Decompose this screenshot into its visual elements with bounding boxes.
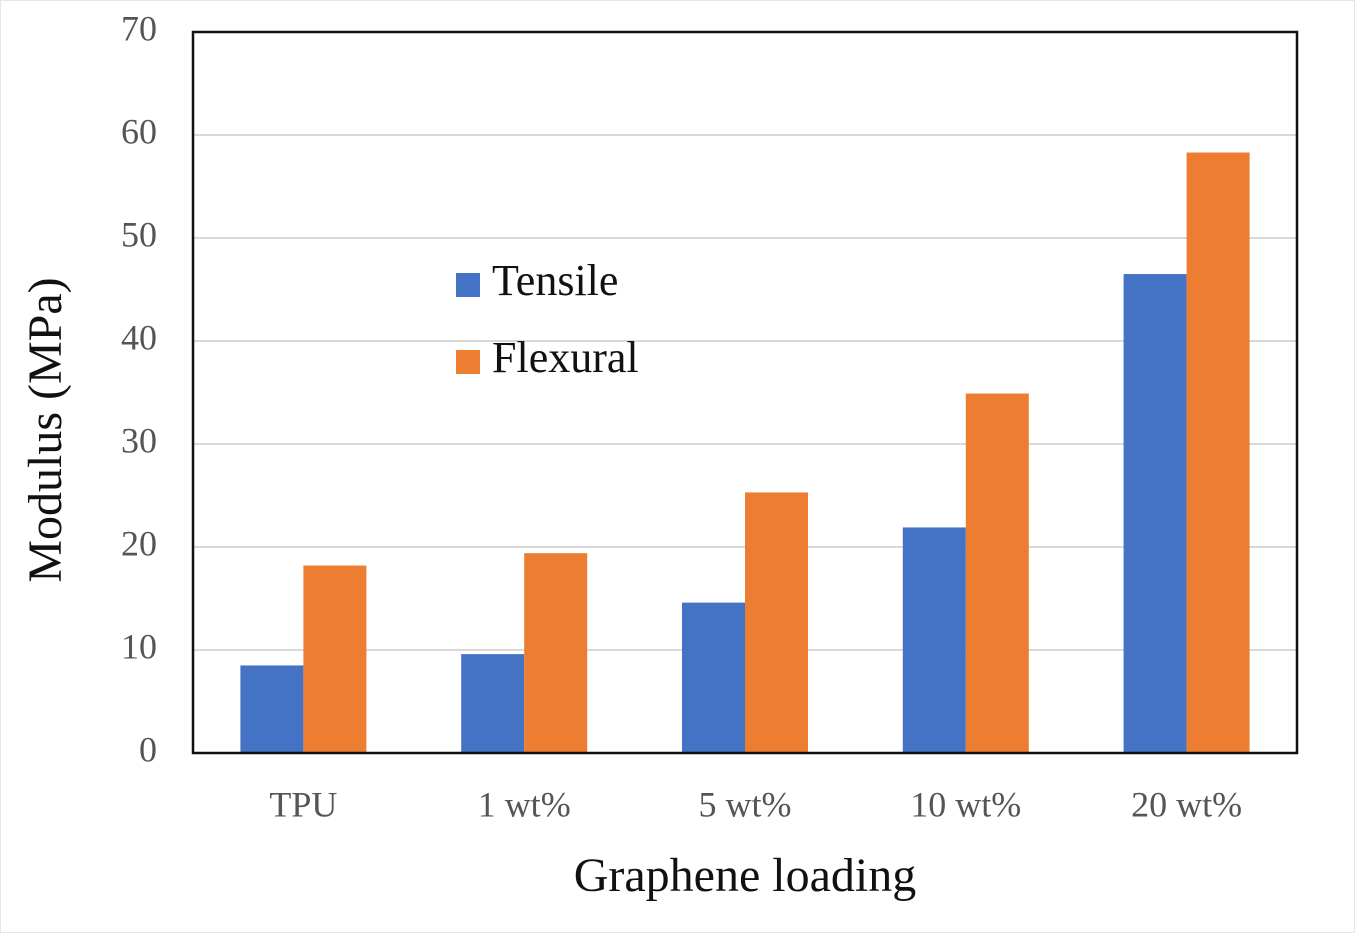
- legend-swatch: [456, 273, 480, 297]
- y-tick-label: 30: [121, 420, 157, 460]
- legend-label: Flexural: [492, 333, 639, 382]
- bar: [965, 393, 1029, 753]
- x-tick-label: 20 wt%: [1131, 784, 1242, 824]
- x-tick-label: 1 wt%: [478, 784, 571, 824]
- x-tick-label: TPU: [269, 784, 337, 824]
- legend-swatch: [456, 350, 480, 374]
- y-tick-label: 20: [121, 523, 157, 563]
- y-tick-label: 60: [121, 111, 157, 151]
- bar: [240, 665, 304, 753]
- bar: [303, 565, 367, 753]
- bar: [1186, 152, 1250, 753]
- legend-label: Tensile: [492, 256, 618, 305]
- y-tick-label: 40: [121, 317, 157, 357]
- y-tick-label: 70: [121, 8, 157, 48]
- x-tick-label: 10 wt%: [910, 784, 1021, 824]
- bar: [902, 527, 966, 753]
- y-tick-label: 10: [121, 626, 157, 666]
- bar: [745, 492, 808, 753]
- bar: [682, 602, 745, 753]
- x-tick-label: 5 wt%: [699, 784, 792, 824]
- bar: [461, 654, 525, 753]
- bar: [1123, 274, 1187, 753]
- bar: [524, 553, 588, 753]
- y-axis-label: Modulus (MPa): [19, 277, 72, 582]
- plot-border: [191, 30, 1299, 755]
- y-tick-label: 50: [121, 214, 157, 254]
- y-tick-label: 0: [139, 729, 157, 769]
- x-axis-label: Graphene loading: [574, 849, 917, 902]
